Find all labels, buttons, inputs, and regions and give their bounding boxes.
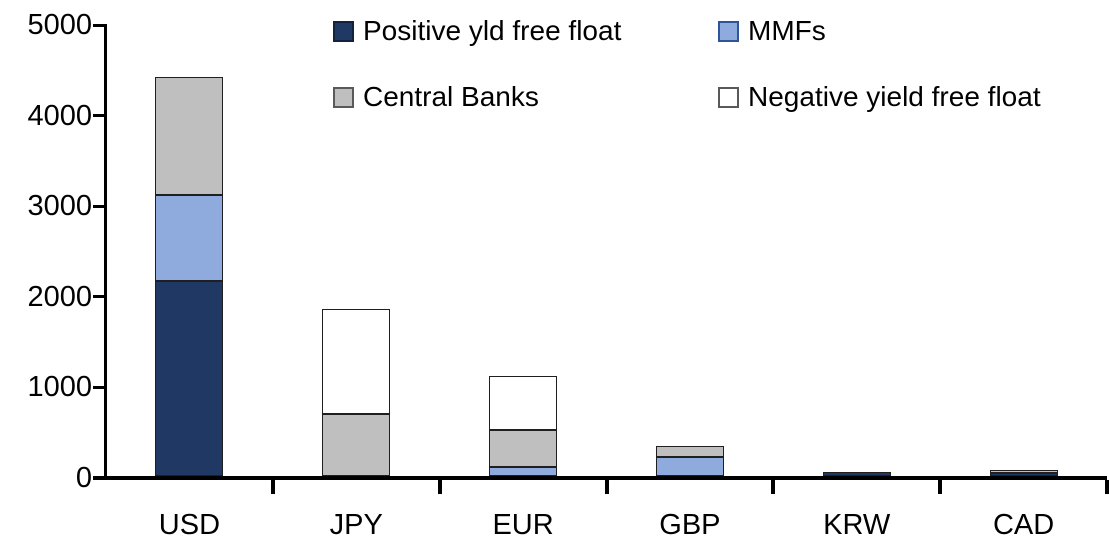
x-axis-tick xyxy=(1105,480,1109,494)
bar-segment xyxy=(155,281,224,476)
y-axis-tick xyxy=(93,204,106,208)
legend-label: Positive yld free float xyxy=(363,15,622,46)
x-axis-tick xyxy=(270,480,275,494)
y-axis-label: 2000 xyxy=(27,280,92,313)
legend-swatch xyxy=(718,86,739,108)
legend-label: Central Banks xyxy=(363,81,539,112)
y-axis-label: 0 xyxy=(75,462,92,494)
x-axis-label: EUR xyxy=(492,509,554,541)
y-axis-label: 1000 xyxy=(27,371,92,404)
y-axis-line xyxy=(104,24,107,480)
bar-segment xyxy=(655,446,724,457)
x-axis-label: CAD xyxy=(992,509,1055,541)
bar-segment xyxy=(655,456,724,476)
bar-segment xyxy=(489,430,558,467)
legend-label: Negative yield free float xyxy=(748,81,1041,112)
y-axis-label: 5000 xyxy=(27,9,92,41)
bar-segment xyxy=(322,414,391,476)
legend-swatch xyxy=(718,20,739,42)
bar-segment xyxy=(989,472,1058,476)
bar-segment xyxy=(822,472,891,476)
x-axis-line xyxy=(93,476,1107,480)
x-axis-tick xyxy=(437,480,442,494)
legend-swatch xyxy=(333,20,354,42)
y-axis-tick xyxy=(93,385,106,389)
y-axis-label: 3000 xyxy=(27,190,92,223)
bar-segment xyxy=(322,309,391,415)
bar-segment xyxy=(155,77,224,196)
bar-segment xyxy=(489,376,558,431)
x-axis-label: JPY xyxy=(329,509,383,541)
legend-label: MMFs xyxy=(748,15,826,46)
bar-segment xyxy=(155,195,224,282)
y-axis-tick xyxy=(93,23,106,27)
y-axis-label: 4000 xyxy=(27,99,92,132)
x-axis-tick xyxy=(604,480,609,494)
y-axis-tick xyxy=(93,114,106,118)
bar-segment xyxy=(989,470,1058,473)
legend-item: Central Banks xyxy=(333,81,539,112)
x-axis-tick xyxy=(771,480,776,494)
legend-swatch xyxy=(333,86,354,108)
legend-item: Positive yld free float xyxy=(333,15,622,46)
legend-item: Negative yield free float xyxy=(718,81,1041,112)
x-axis-label: GBP xyxy=(659,509,721,541)
legend-item: MMFs xyxy=(718,15,826,46)
x-axis-label: KRW xyxy=(823,509,891,541)
y-axis-tick xyxy=(93,295,106,299)
x-axis-tick xyxy=(938,480,943,494)
bar-segment xyxy=(489,466,558,476)
x-axis-label: USD xyxy=(158,509,221,541)
